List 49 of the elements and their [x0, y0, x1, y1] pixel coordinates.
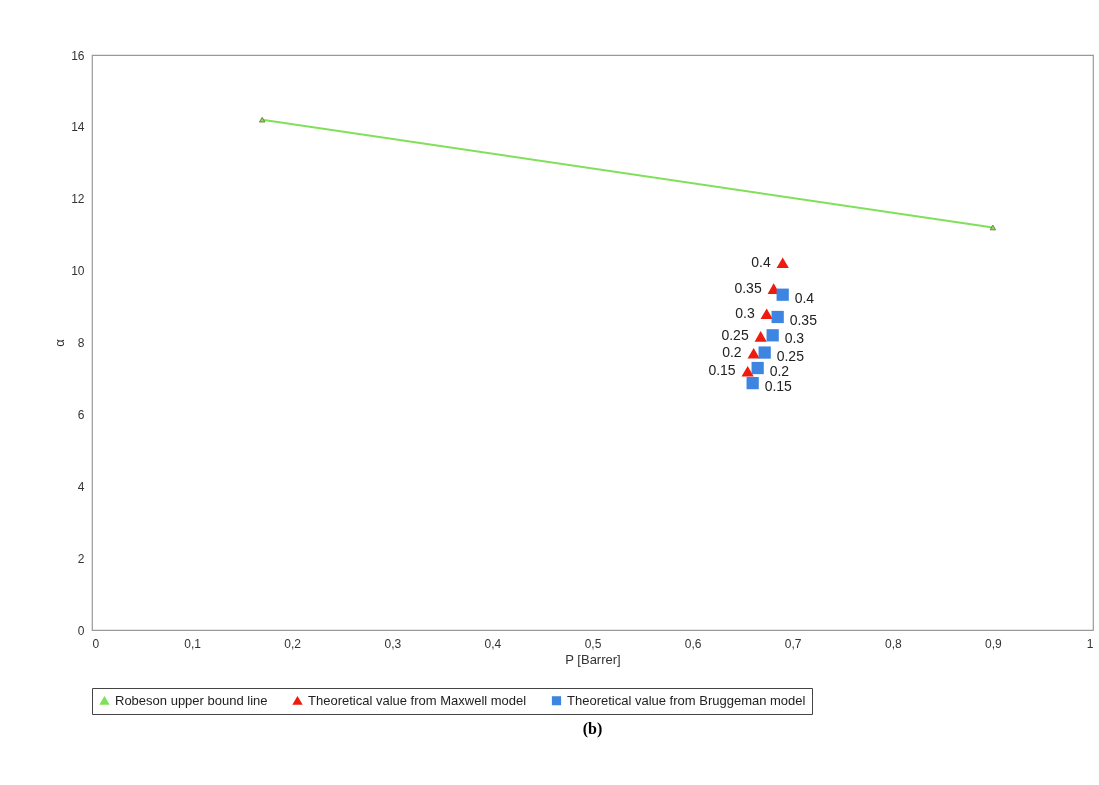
annotation: 0.4 [751, 253, 771, 270]
point [751, 361, 764, 375]
x-axis-title: P [Barrer] [565, 651, 621, 667]
annotation: 0.25 [721, 327, 749, 344]
x-tick-label: 1 [1086, 636, 1094, 651]
y-tick-label: 16 [71, 48, 85, 63]
annotation: 0.35 [789, 311, 818, 328]
y-axis-title: α [52, 338, 68, 347]
text: (b) [582, 719, 603, 738]
annotation: 0.3 [784, 330, 805, 347]
point [758, 346, 771, 359]
x-tick-label: 0 [92, 636, 100, 651]
annotation: 0.3 [735, 304, 755, 321]
annotation: 0.15 [708, 362, 736, 379]
x-tick-label: 0,8 [884, 636, 902, 651]
annotation: 0.2 [769, 363, 790, 380]
x-tick-label: 0,9 [985, 636, 1003, 651]
y-tick-label: 10 [71, 264, 85, 279]
legend-label: Robeson upper bound line [115, 692, 268, 708]
point [766, 329, 779, 342]
x-tick-label: 0,3 [384, 636, 402, 651]
legend-label: Theoretical value from Bruggeman model [567, 692, 806, 708]
y-tick-label: 2 [77, 551, 85, 566]
point [771, 310, 784, 324]
x-tick-label: 0,2 [284, 636, 302, 651]
point [776, 257, 789, 269]
point [741, 365, 754, 377]
point [776, 288, 789, 301]
point [746, 376, 759, 390]
annotation: 0.4 [794, 289, 815, 306]
x-tick-label: 0,5 [584, 636, 602, 651]
point [747, 347, 760, 359]
annotation: 0.15 [764, 378, 793, 395]
annotation: 0.35 [734, 279, 762, 296]
x-tick-label: 0,7 [784, 636, 802, 651]
y-tick-label: 14 [71, 120, 85, 135]
y-tick-label: 8 [77, 336, 85, 350]
x-tick-label: 0,1 [184, 636, 202, 651]
point [754, 331, 767, 342]
y-tick-label: 4 [77, 479, 85, 494]
point [760, 308, 773, 320]
y-tick-label: 12 [71, 192, 85, 207]
x-tick-label: 0,6 [684, 636, 702, 651]
annotation: 0.25 [776, 347, 805, 364]
legend-label: Theoretical value from Maxwell model [308, 692, 527, 708]
annotation: 0.2 [722, 344, 742, 361]
y-tick-label: 0 [77, 623, 85, 638]
y-tick-label: 6 [77, 407, 85, 422]
x-tick-label: 0,4 [484, 636, 502, 651]
